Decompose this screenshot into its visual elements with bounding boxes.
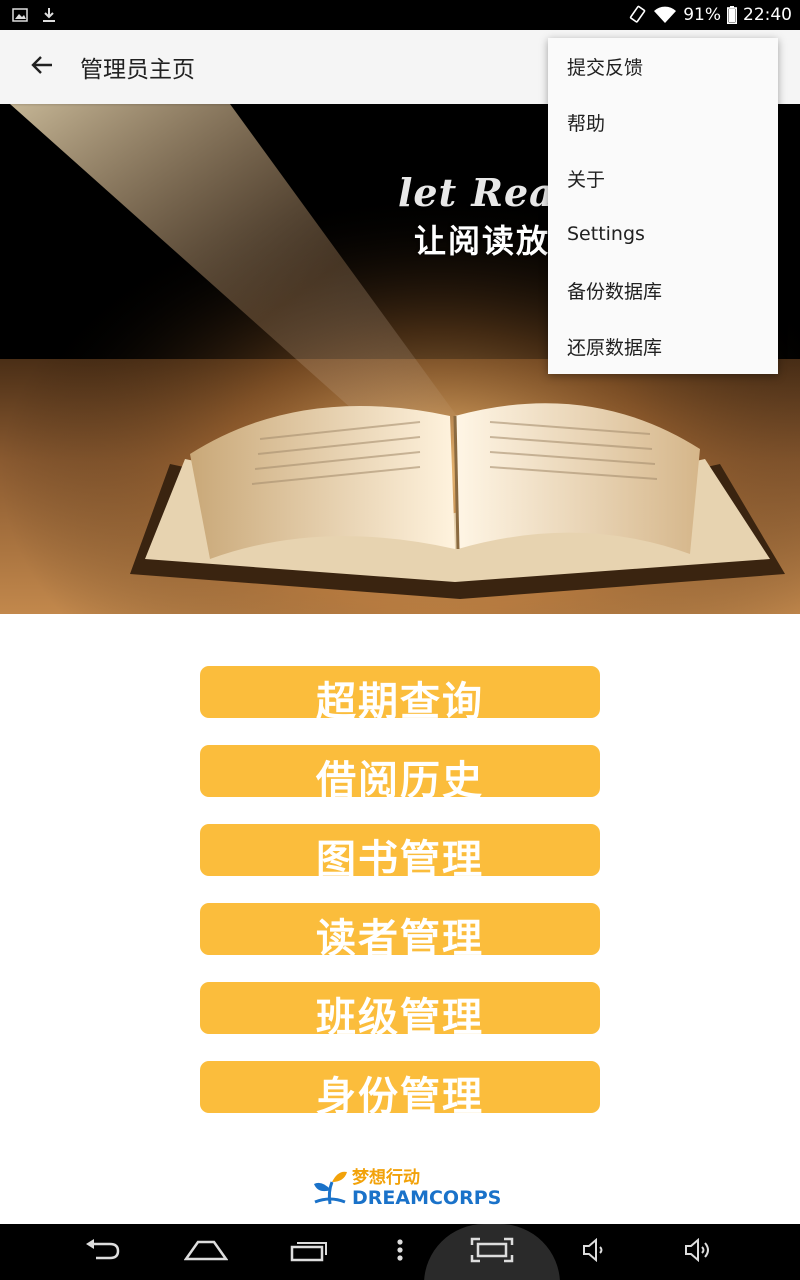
button-label: 班级管理 xyxy=(316,995,484,1034)
navigation-bar xyxy=(0,1224,800,1280)
download-icon xyxy=(42,7,56,23)
nav-back-button[interactable] xyxy=(72,1224,132,1280)
page-title: 管理员主页 xyxy=(80,57,195,83)
arrow-back-icon xyxy=(31,55,53,79)
button-label: 身份管理 xyxy=(316,1074,484,1113)
function-button-list: 超期查询 借阅历史 图书管理 读者管理 班级管理 身份管理 xyxy=(200,666,600,1140)
reader-management-button[interactable]: 读者管理 xyxy=(200,903,600,955)
book-management-button[interactable]: 图书管理 xyxy=(200,824,600,876)
back-nav-icon xyxy=(82,1238,122,1266)
status-bar: 91% 22:40 xyxy=(0,0,800,30)
overdue-query-button[interactable]: 超期查询 xyxy=(200,666,600,718)
screenshot-icon xyxy=(470,1237,514,1267)
logo-text-en: DREAMCORPS xyxy=(352,1187,502,1209)
home-nav-icon xyxy=(183,1239,229,1265)
menu-dots-icon xyxy=(396,1238,404,1266)
image-icon xyxy=(12,8,28,22)
overflow-menu: 提交反馈 帮助 关于 Settings 备份数据库 还原数据库 xyxy=(548,38,778,374)
nav-home-button[interactable] xyxy=(176,1224,236,1280)
menu-item-backup-db[interactable]: 备份数据库 xyxy=(567,280,663,303)
button-label: 图书管理 xyxy=(316,837,484,876)
button-label: 借阅历史 xyxy=(316,758,484,797)
logo-text-cn: 梦想行动 xyxy=(352,1168,420,1188)
identity-management-button[interactable]: 身份管理 xyxy=(200,1061,600,1113)
class-management-button[interactable]: 班级管理 xyxy=(200,982,600,1034)
nav-volume-down-button[interactable] xyxy=(572,1224,616,1280)
nav-menu-button[interactable] xyxy=(385,1224,415,1280)
menu-item-settings[interactable]: Settings xyxy=(567,223,645,245)
button-label: 超期查询 xyxy=(316,679,484,718)
back-button[interactable] xyxy=(0,30,84,104)
nav-screenshot-button[interactable] xyxy=(462,1224,522,1280)
sprout-icon xyxy=(312,1168,348,1210)
borrow-history-button[interactable]: 借阅历史 xyxy=(200,745,600,797)
clock: 22:40 xyxy=(743,5,792,25)
wifi-icon xyxy=(653,6,677,24)
recents-nav-icon xyxy=(290,1238,330,1266)
nav-volume-up-button[interactable] xyxy=(676,1224,720,1280)
volume-up-icon xyxy=(683,1237,713,1266)
menu-item-feedback[interactable]: 提交反馈 xyxy=(567,56,644,79)
nav-recents-button[interactable] xyxy=(280,1224,340,1280)
rotate-icon xyxy=(627,5,647,25)
battery-percent: 91% xyxy=(683,5,721,25)
menu-item-about[interactable]: 关于 xyxy=(567,168,606,191)
menu-item-restore-db[interactable]: 还原数据库 xyxy=(567,336,663,359)
volume-down-icon xyxy=(581,1237,607,1266)
button-label: 读者管理 xyxy=(316,916,484,955)
battery-icon xyxy=(727,6,737,24)
banner-slogan-cn: 让阅读放 xyxy=(414,222,551,260)
menu-item-help[interactable]: 帮助 xyxy=(567,112,606,135)
dreamcorps-logo: 梦想行动 DREAMCORPS xyxy=(312,1168,501,1210)
